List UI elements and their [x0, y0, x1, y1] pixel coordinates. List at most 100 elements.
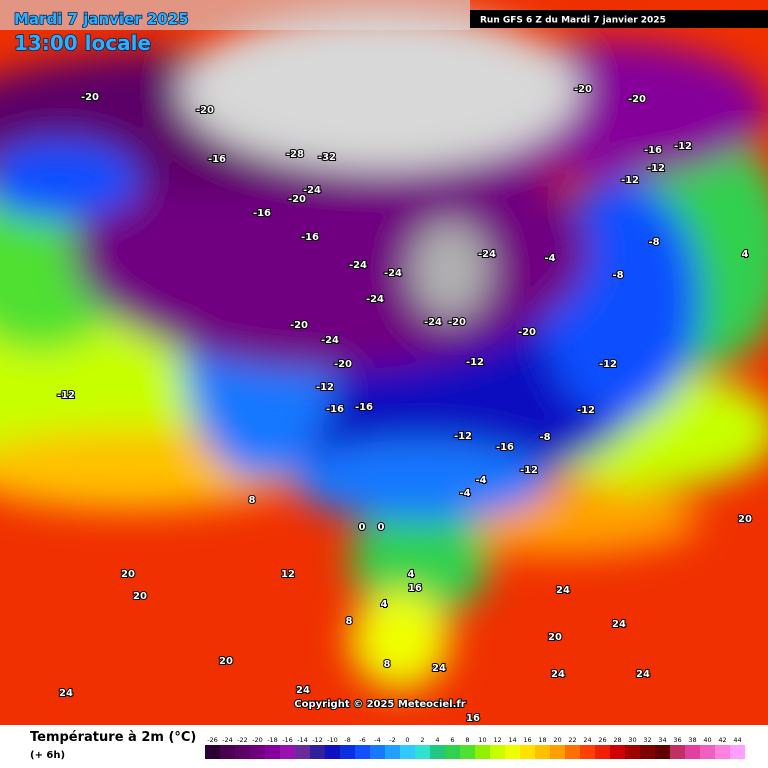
scale-label: 38 — [688, 736, 696, 744]
temp-label: -20 — [290, 320, 308, 331]
temp-label: -20 — [448, 317, 466, 328]
temp-label: 20 — [738, 514, 752, 525]
temp-label: -12 — [466, 357, 484, 368]
temp-label: 24 — [556, 585, 570, 596]
scale-label: 4 — [435, 736, 439, 744]
temp-label: 20 — [219, 656, 233, 667]
scale-swatch — [385, 745, 400, 759]
local-time: 13:00 locale — [14, 31, 151, 55]
temp-label: -4 — [459, 488, 470, 499]
temp-label: -12 — [577, 405, 595, 416]
temp-label: -12 — [454, 431, 472, 442]
temp-label: -20 — [574, 84, 592, 95]
temp-label: 20 — [133, 591, 147, 602]
temp-label: 8 — [249, 495, 256, 506]
temp-label: -16 — [644, 145, 662, 156]
legend-title: Température à 2m (°C) — [30, 730, 196, 745]
scale-label: 16 — [523, 736, 531, 744]
scale-label: -20 — [252, 736, 263, 744]
scale-label: -12 — [312, 736, 323, 744]
scale-label: -6 — [359, 736, 365, 744]
scale-label: 8 — [465, 736, 469, 744]
temp-label: 20 — [548, 632, 562, 643]
scale-label: 44 — [733, 736, 741, 744]
scale-swatch — [415, 745, 430, 759]
scale-swatch — [205, 745, 220, 759]
scale-swatch — [250, 745, 265, 759]
temp-label: 16 — [408, 583, 422, 594]
temp-label: -12 — [621, 175, 639, 186]
scale-label: 32 — [643, 736, 651, 744]
map-labels: -20 -20 -16 -28 -32 -24 -20 -16 -16 -24 -24 -24 -24 -… — [56, 83, 753, 725]
scale-label: -14 — [297, 736, 308, 744]
temp-label: 0 — [359, 522, 366, 533]
temp-label: 4 — [381, 599, 388, 610]
temp-label: -20 — [628, 94, 646, 105]
temp-label: 24 — [432, 663, 446, 674]
temp-label: 16 — [466, 713, 480, 724]
scale-label: -16 — [282, 736, 293, 744]
scale-label: 34 — [658, 736, 666, 744]
scale-label: 36 — [673, 736, 681, 744]
scale-label: 12 — [493, 736, 501, 744]
scale-label: 14 — [508, 736, 516, 744]
scale-swatch — [685, 745, 700, 759]
temp-label: -28 — [286, 149, 304, 160]
scale-swatch — [340, 745, 355, 759]
temp-label: 12 — [281, 569, 295, 580]
temp-label: -24 — [478, 249, 496, 260]
temp-label: -32 — [318, 152, 336, 163]
temp-label: -16 — [496, 442, 514, 453]
scale-swatch — [400, 745, 415, 759]
legend-subtitle: (+ 6h) — [30, 750, 65, 761]
scale-swatch — [445, 745, 460, 759]
scale-swatch — [520, 745, 535, 759]
temperature-field — [0, 0, 768, 725]
scale-label: 22 — [568, 736, 576, 744]
temp-label: 20 — [121, 569, 135, 580]
scale-swatch — [655, 745, 670, 759]
date: Mardi 7 janvier 2025 — [14, 10, 189, 28]
temp-label: 24 — [612, 619, 626, 630]
scale-swatch — [370, 745, 385, 759]
run-banner — [470, 10, 768, 28]
scale-swatch — [595, 745, 610, 759]
scale-swatch — [460, 745, 475, 759]
temp-label: -20 — [518, 327, 536, 338]
scale-swatch — [610, 745, 625, 759]
scale-swatch — [670, 745, 685, 759]
scale-swatch — [580, 745, 595, 759]
scale-swatch — [430, 745, 445, 759]
temp-label: -24 — [384, 268, 402, 279]
scale-swatch — [310, 745, 325, 759]
scale-swatch — [220, 745, 235, 759]
temp-label: -16 — [301, 232, 319, 243]
temp-label: -12 — [57, 390, 75, 401]
scale-label: 2 — [420, 736, 424, 744]
temp-label: -16 — [208, 154, 226, 165]
temp-label: -4 — [544, 253, 555, 264]
temp-label: -24 — [303, 185, 321, 196]
temp-label: -12 — [316, 382, 334, 393]
run-info: Run GFS 6 Z du Mardi 7 janvier 2025 — [480, 16, 666, 26]
scale-swatch — [265, 745, 280, 759]
temp-label: 24 — [296, 685, 310, 696]
temp-label: -12 — [599, 359, 617, 370]
scale-label: 26 — [598, 736, 606, 744]
scale-swatch — [700, 745, 715, 759]
temp-label: -20 — [196, 105, 214, 116]
scale-label: 28 — [613, 736, 621, 744]
temp-label: -24 — [349, 260, 367, 271]
temp-label: -24 — [321, 335, 339, 346]
scale-label: 6 — [450, 736, 454, 744]
temp-label: -8 — [612, 270, 623, 281]
temp-label: -12 — [520, 465, 538, 476]
scale-swatch — [565, 745, 580, 759]
temp-label: 8 — [384, 659, 391, 670]
scale-label: -4 — [374, 736, 380, 744]
scale-label: 30 — [628, 736, 636, 744]
scale-label: -26 — [207, 736, 218, 744]
scale-swatch — [550, 745, 565, 759]
scale-label: -2 — [389, 736, 395, 744]
temp-label: 24 — [551, 669, 565, 680]
